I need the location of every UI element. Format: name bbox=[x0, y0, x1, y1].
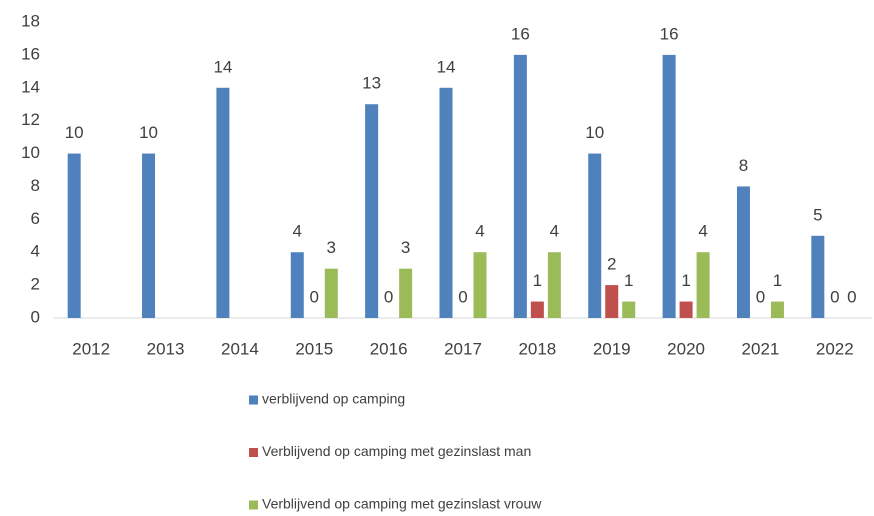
data-label: 10 bbox=[65, 123, 84, 142]
data-label: 16 bbox=[511, 24, 530, 43]
data-label: 4 bbox=[550, 222, 559, 241]
bar bbox=[696, 252, 710, 318]
x-tick-label: 2019 bbox=[593, 339, 631, 358]
bar bbox=[622, 301, 636, 318]
data-label: 0 bbox=[458, 287, 467, 306]
bar bbox=[605, 285, 619, 318]
bar bbox=[770, 301, 784, 318]
y-tick-label: 0 bbox=[31, 307, 40, 326]
bar bbox=[679, 301, 693, 318]
x-tick-label: 2018 bbox=[518, 339, 556, 358]
bar bbox=[142, 153, 156, 318]
x-tick-label: 2014 bbox=[221, 339, 259, 358]
bar bbox=[588, 153, 602, 318]
bar bbox=[216, 87, 230, 319]
x-tick-label: 2017 bbox=[444, 339, 482, 358]
legend-swatch bbox=[249, 395, 258, 405]
y-tick-label: 16 bbox=[21, 44, 40, 63]
y-tick-label: 18 bbox=[21, 11, 40, 30]
data-label: 0 bbox=[847, 287, 856, 306]
bar bbox=[399, 268, 413, 318]
legend-label: verblijvend op camping bbox=[262, 391, 405, 407]
x-tick-label: 2022 bbox=[816, 339, 854, 358]
data-label: 8 bbox=[739, 156, 748, 175]
x-tick-label: 2016 bbox=[370, 339, 408, 358]
bar bbox=[811, 235, 825, 318]
bar bbox=[530, 301, 544, 318]
data-label: 10 bbox=[139, 123, 158, 142]
bar bbox=[736, 186, 750, 318]
x-tick-label: 2015 bbox=[295, 339, 333, 358]
data-label: 0 bbox=[384, 287, 393, 306]
bar bbox=[365, 104, 379, 318]
data-label: 1 bbox=[773, 271, 782, 290]
y-tick-label: 2 bbox=[31, 275, 40, 294]
y-tick-label: 8 bbox=[31, 176, 40, 195]
bar bbox=[547, 252, 561, 318]
y-tick-label: 12 bbox=[21, 110, 40, 129]
data-label: 4 bbox=[475, 222, 484, 241]
data-label: 13 bbox=[362, 74, 381, 93]
data-label: 3 bbox=[327, 238, 336, 257]
data-label: 1 bbox=[681, 271, 690, 290]
legend-label: Verblijvend op camping met gezinslast vr… bbox=[262, 496, 542, 512]
data-label: 14 bbox=[213, 57, 232, 76]
bar bbox=[67, 153, 81, 318]
x-tick-label: 2021 bbox=[742, 339, 780, 358]
data-label: 14 bbox=[437, 57, 456, 76]
legend-swatch bbox=[249, 448, 258, 457]
data-label: 5 bbox=[813, 205, 822, 224]
data-label: 3 bbox=[401, 238, 410, 257]
x-tick-label: 2012 bbox=[72, 339, 110, 358]
y-tick-label: 6 bbox=[31, 209, 40, 228]
bar bbox=[439, 87, 453, 319]
legend-swatch bbox=[249, 500, 258, 510]
y-tick-label: 14 bbox=[21, 77, 40, 96]
data-label: 10 bbox=[585, 123, 604, 142]
data-label: 4 bbox=[293, 222, 302, 241]
data-label: 1 bbox=[624, 271, 633, 290]
data-label: 0 bbox=[310, 287, 319, 306]
data-label: 4 bbox=[698, 222, 707, 241]
data-label: 0 bbox=[830, 287, 839, 306]
x-tick-label: 2020 bbox=[667, 339, 705, 358]
y-tick-label: 4 bbox=[31, 242, 40, 261]
bar bbox=[662, 54, 676, 319]
bar bbox=[513, 54, 527, 319]
data-label: 2 bbox=[607, 255, 616, 274]
data-label: 16 bbox=[660, 24, 679, 43]
legend-label: Verblijvend op camping met gezinslast ma… bbox=[262, 443, 531, 459]
data-label: 0 bbox=[756, 287, 765, 306]
y-tick-label: 10 bbox=[21, 143, 40, 162]
bar bbox=[290, 252, 304, 318]
x-tick-label: 2013 bbox=[147, 339, 185, 358]
data-label: 1 bbox=[533, 271, 542, 290]
bar bbox=[324, 268, 338, 318]
bar bbox=[473, 252, 487, 318]
